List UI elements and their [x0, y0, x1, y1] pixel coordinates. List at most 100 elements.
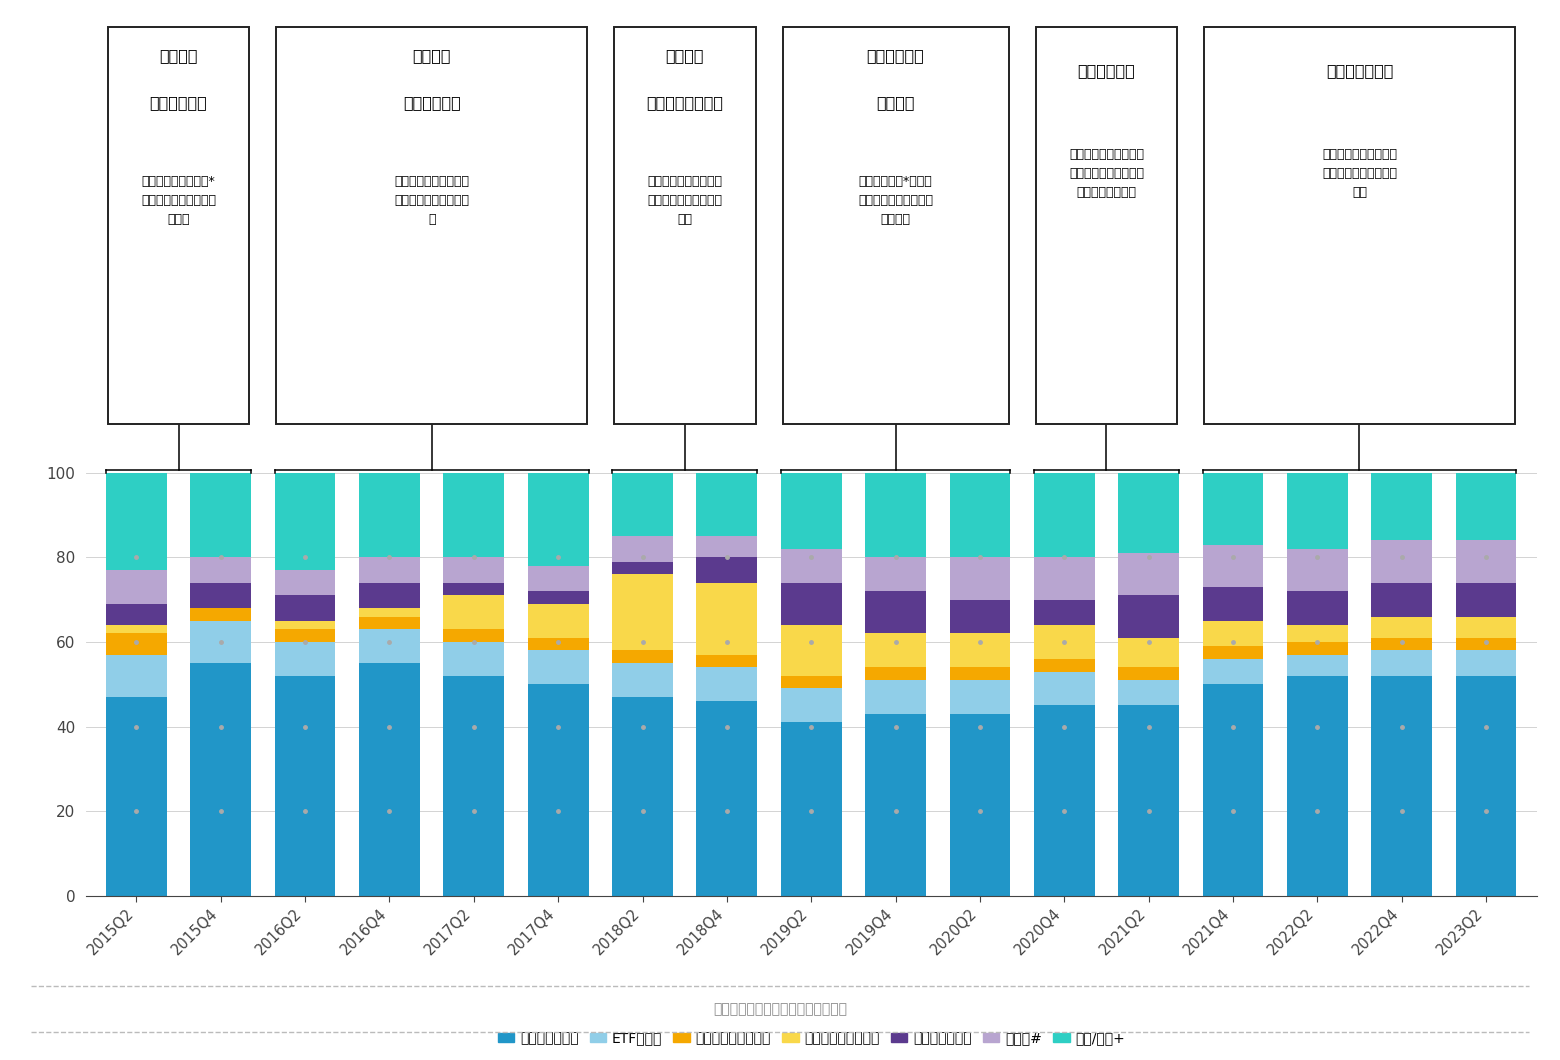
- Bar: [866, 634, 927, 668]
- Bar: [950, 558, 1011, 600]
- Bar: [696, 473, 757, 536]
- Bar: [1287, 655, 1348, 676]
- Bar: [1455, 651, 1516, 676]
- Bar: [190, 558, 251, 583]
- Bar: [1034, 558, 1095, 600]
- Text: 加碼能源類墮落天使*
，找尋評價較好的投資
機會。: 加碼能源類墮落天使* ，找尋評價較好的投資 機會。: [140, 175, 217, 226]
- Bar: [1119, 638, 1179, 668]
- Bar: [612, 664, 672, 696]
- Bar: [696, 701, 757, 896]
- Bar: [359, 617, 420, 630]
- Bar: [696, 668, 757, 701]
- Bar: [106, 473, 167, 570]
- Bar: [782, 722, 841, 896]
- Bar: [1455, 676, 1516, 896]
- Bar: [866, 668, 927, 679]
- Bar: [950, 600, 1011, 634]
- Bar: [106, 696, 167, 896]
- Bar: [696, 655, 757, 668]
- Bar: [950, 634, 1011, 668]
- Bar: [1371, 617, 1432, 638]
- Bar: [1455, 638, 1516, 651]
- Bar: [1119, 473, 1179, 553]
- Bar: [866, 473, 927, 558]
- Text: 增加墮落天使*、循環
性消費產業；受疫情重
創產業。: 增加墮落天使*、循環 性消費產業；受疫情重 創產業。: [858, 175, 933, 226]
- Bar: [1371, 676, 1432, 896]
- Bar: [275, 473, 335, 570]
- Bar: [950, 713, 1011, 896]
- Text: 多元配置: 多元配置: [412, 48, 451, 63]
- Bar: [527, 473, 588, 566]
- Bar: [190, 583, 251, 608]
- Bar: [443, 473, 504, 558]
- Bar: [1203, 659, 1264, 684]
- Bar: [527, 651, 588, 684]
- Bar: [1203, 545, 1264, 587]
- Text: 加碼基本面有撐的非投
等公司債，減碼風險升
高的新興市場債。: 加碼基本面有撐的非投 等公司債，減碼風險升 高的新興市場債。: [1069, 148, 1143, 199]
- Bar: [443, 558, 504, 583]
- Bar: [527, 566, 588, 591]
- Bar: [106, 604, 167, 625]
- Bar: [950, 668, 1011, 679]
- Bar: [1287, 549, 1348, 591]
- Bar: [443, 630, 504, 642]
- Bar: [1371, 583, 1432, 617]
- Bar: [106, 634, 167, 655]
- Bar: [275, 570, 335, 596]
- Text: 提升收益潛力: 提升收益潛力: [402, 95, 460, 110]
- Text: 非投資等級債: 非投資等級債: [150, 95, 207, 110]
- Bar: [1455, 473, 1516, 541]
- Bar: [1119, 596, 1179, 638]
- Bar: [782, 583, 841, 625]
- Bar: [950, 473, 1011, 558]
- Bar: [359, 583, 420, 608]
- Bar: [359, 558, 420, 583]
- Bar: [612, 562, 672, 575]
- Bar: [782, 688, 841, 722]
- Bar: [1034, 705, 1095, 896]
- Text: 瞄準分化機會: 瞄準分化機會: [1078, 64, 1136, 78]
- Bar: [1034, 473, 1095, 558]
- Bar: [527, 604, 588, 638]
- Bar: [527, 638, 588, 651]
- Bar: [866, 558, 927, 591]
- Bar: [190, 608, 251, 621]
- Bar: [696, 558, 757, 583]
- Text: 錯置機會: 錯置機會: [877, 95, 914, 110]
- Bar: [1455, 583, 1516, 617]
- Bar: [1034, 672, 1095, 705]
- Bar: [190, 473, 251, 558]
- Bar: [1203, 684, 1264, 896]
- Legend: 非投資等級債券, ETF與基金, 強勢貨幣新興市場債, 當地貨幣新興市場債, 投資等級公司債, 證券化#, 現金/其他+: 非投資等級債券, ETF與基金, 強勢貨幣新興市場債, 當地貨幣新興市場債, 投…: [491, 1026, 1131, 1050]
- Bar: [359, 630, 420, 664]
- Bar: [1203, 587, 1264, 621]
- Bar: [1287, 642, 1348, 655]
- Text: 獲利了結部分當地貨幣
債，轉進新興市場美元
債。: 獲利了結部分當地貨幣 債，轉進新興市場美元 債。: [647, 175, 722, 226]
- Bar: [1034, 625, 1095, 659]
- Bar: [866, 679, 927, 713]
- Text: 持續增加房貸收益證券
，提升投資組合收益率
。: 持續增加房貸收益證券 ，提升投資組合收益率 。: [395, 175, 470, 226]
- Bar: [1287, 625, 1348, 642]
- Bar: [1455, 541, 1516, 583]
- Bar: [443, 596, 504, 630]
- Bar: [1119, 668, 1179, 679]
- Bar: [1287, 676, 1348, 896]
- Bar: [1119, 679, 1179, 705]
- Text: 掌握市場價格: 掌握市場價格: [867, 48, 925, 63]
- Text: 新興市場投資機會: 新興市場投資機會: [646, 95, 724, 110]
- Bar: [612, 696, 672, 896]
- Bar: [1287, 473, 1348, 549]
- Bar: [782, 625, 841, 676]
- Bar: [527, 591, 588, 604]
- Text: 增加投資等級公司債，
降低新興市場美元主權
債。: 增加投資等級公司債， 降低新興市場美元主權 債。: [1321, 148, 1396, 199]
- Bar: [782, 473, 841, 549]
- Bar: [1455, 617, 1516, 638]
- Bar: [950, 679, 1011, 713]
- Bar: [1371, 541, 1432, 583]
- Bar: [1034, 600, 1095, 625]
- Bar: [443, 676, 504, 896]
- Bar: [275, 630, 335, 642]
- Text: 增加防禦性佈局: 增加防禦性佈局: [1326, 64, 1393, 78]
- Bar: [106, 625, 167, 634]
- Bar: [275, 621, 335, 630]
